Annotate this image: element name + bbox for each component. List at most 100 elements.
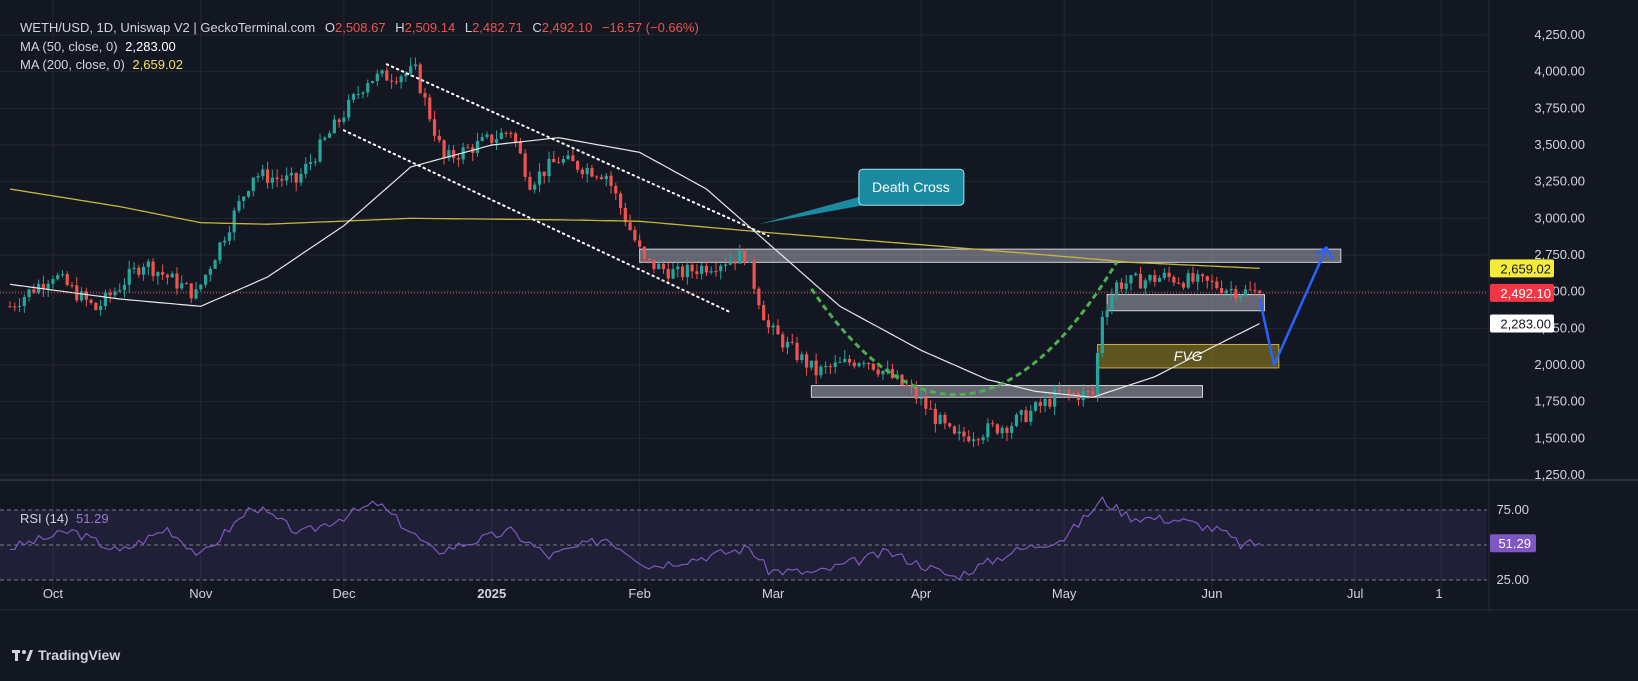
candle-body <box>1095 352 1100 395</box>
candle-body <box>518 142 522 154</box>
candle-body <box>32 289 36 293</box>
support-zone <box>1106 294 1266 312</box>
candle-body <box>366 83 370 93</box>
candle-body <box>633 229 637 241</box>
support-zone <box>639 248 1342 263</box>
ma200-price-badge-text: 2,659.02 <box>1500 261 1551 276</box>
candle-body <box>642 246 647 259</box>
candle-body <box>375 73 379 81</box>
rsi-badge <box>1490 534 1536 553</box>
candle-body <box>929 408 933 410</box>
candle-body <box>766 320 771 328</box>
tradingview-label: TradingView <box>38 647 121 663</box>
candle-body <box>652 259 656 270</box>
candle-body <box>156 272 160 277</box>
time-axis-label: Apr <box>911 586 932 601</box>
candle-body <box>480 137 484 141</box>
candle-body <box>122 284 127 291</box>
candle-body <box>852 362 856 367</box>
candle-body <box>1224 290 1228 294</box>
candle-body <box>762 305 766 321</box>
candle-body <box>723 264 728 266</box>
candle-body <box>876 369 880 375</box>
ma50-price-badge <box>1490 314 1554 333</box>
candle-body <box>289 172 294 176</box>
candle-body <box>1253 289 1257 291</box>
candle-body <box>79 291 84 301</box>
candle-body <box>428 97 432 120</box>
candle-body <box>1143 280 1147 289</box>
candle-body <box>137 267 141 275</box>
tradingview-logo[interactable]: TradingView <box>12 647 120 663</box>
candle-body <box>394 81 398 83</box>
candle-body <box>657 263 661 270</box>
candle-body <box>924 397 928 409</box>
candle-body <box>1086 390 1090 392</box>
ohlc-legend: WETH/USD, 1D, Uniswap V2 | GeckoTerminal… <box>20 20 699 35</box>
candle-body <box>571 155 575 162</box>
death-cross-pointer <box>758 194 869 225</box>
candle-body <box>542 171 546 177</box>
candle-body <box>1057 390 1061 392</box>
candle-body <box>943 414 947 424</box>
candle-body <box>1258 290 1262 293</box>
projection-path <box>1258 247 1328 367</box>
candle-body <box>948 423 952 427</box>
candle-body <box>819 366 823 376</box>
candle-body <box>1229 289 1233 291</box>
candle-body <box>99 305 103 311</box>
candle-body <box>361 92 365 95</box>
candle-body <box>313 161 317 163</box>
candle-body <box>967 436 971 442</box>
candle-body <box>413 64 418 67</box>
ma50-legend[interactable]: MA (50, close, 0) 2,283.00 <box>20 39 176 54</box>
close-value: 2,492.10 <box>541 20 593 35</box>
candle-body <box>89 299 93 303</box>
candle-body <box>585 167 589 175</box>
candle-body <box>161 272 165 275</box>
symbol-title[interactable]: WETH/USD, 1D, Uniswap V2 | GeckoTerminal… <box>20 20 316 35</box>
time-axis-label: 2025 <box>477 586 506 601</box>
ma200-legend[interactable]: MA (200, close, 0) 2,659.02 <box>20 57 183 72</box>
candle-body <box>1072 393 1076 395</box>
candle-body <box>771 325 775 328</box>
candle-body <box>1248 289 1252 291</box>
candle-body <box>199 284 203 290</box>
open-value: 2,508.67 <box>334 20 386 35</box>
candle-body <box>843 358 847 362</box>
candle-body <box>871 363 875 370</box>
candle-body <box>103 292 107 306</box>
price-axis-label: 4,250.00 <box>1534 27 1585 42</box>
candle-body <box>1000 427 1004 434</box>
candle-body <box>857 363 861 367</box>
candle-body <box>752 261 756 289</box>
candle-body <box>957 431 961 434</box>
candle-body <box>1215 281 1219 288</box>
candle-body <box>342 117 346 122</box>
grid-lines <box>0 0 1487 597</box>
candle-body <box>70 285 74 287</box>
candle-body <box>781 334 785 348</box>
candle-body <box>456 158 460 160</box>
candle-body <box>404 73 408 77</box>
rsi-label: RSI (14) <box>20 511 69 526</box>
candle-body <box>742 250 747 263</box>
candle-body <box>327 133 332 138</box>
candle-body <box>1115 282 1119 296</box>
candle-body <box>1091 391 1095 395</box>
rsi-legend[interactable]: RSI (14) 51.29 <box>20 511 109 526</box>
candle-body <box>1105 310 1109 318</box>
candle-body <box>208 268 212 275</box>
candle-body <box>1200 274 1205 277</box>
price-axis-label: 4,000.00 <box>1534 64 1585 79</box>
candle-body <box>580 169 584 175</box>
candle-body <box>437 135 441 141</box>
candle-body <box>962 431 966 437</box>
candle-body <box>1033 402 1038 411</box>
candle-body <box>547 159 551 177</box>
close-label: C <box>532 20 542 35</box>
candle-body <box>132 267 136 269</box>
candle-body <box>256 176 260 178</box>
